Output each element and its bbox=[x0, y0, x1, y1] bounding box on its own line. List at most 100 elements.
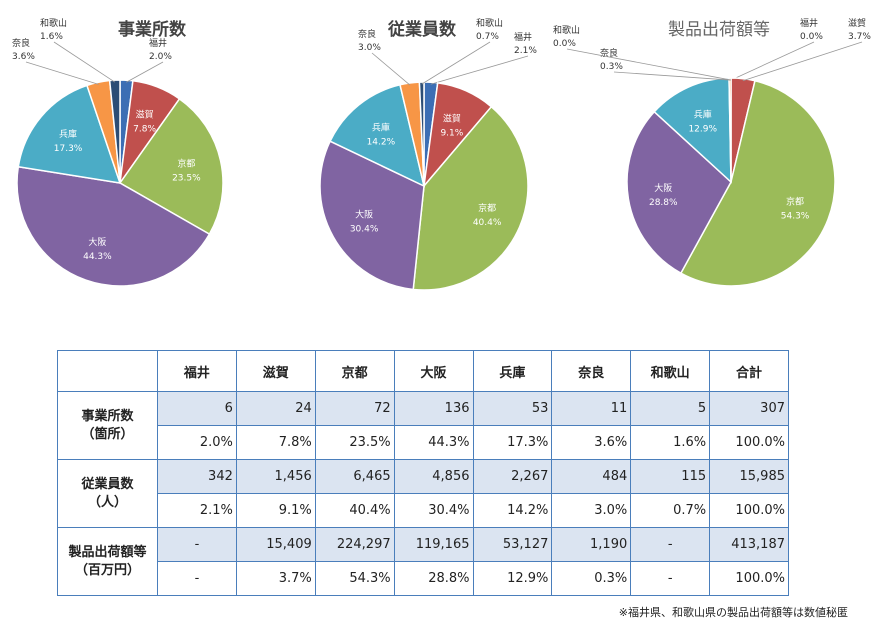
chart-title: 事業所数 bbox=[118, 19, 187, 40]
col-header: 奈良 bbox=[551, 350, 632, 392]
pie-slice-和歌山 bbox=[418, 81, 425, 187]
share-cell: 9.1% bbox=[235, 493, 316, 528]
slice-category-label: 福井 bbox=[149, 37, 167, 49]
share-cell: 100.0% bbox=[709, 561, 789, 596]
slice-value-label: 2.0% bbox=[149, 52, 172, 62]
slice-category-label: 京都 bbox=[177, 157, 195, 169]
slice-value-label: 28.8% bbox=[649, 198, 678, 208]
leader-line bbox=[126, 61, 164, 83]
count-cell: 307 bbox=[709, 391, 789, 426]
col-header: 大阪 bbox=[393, 350, 474, 392]
slice-value-label: 54.3% bbox=[781, 212, 810, 222]
count-cell: 15,409 bbox=[235, 527, 316, 562]
col-header: 福井 bbox=[157, 350, 237, 392]
slice-category-label: 京都 bbox=[478, 202, 496, 214]
count-cell: - bbox=[157, 527, 237, 562]
slice-category-label: 兵庫 bbox=[372, 122, 390, 134]
table-row: 2.1% 9.1% 40.4% 30.4% 14.2% 3.0% 0.7% 100.0% bbox=[58, 493, 789, 528]
pie-slice-大阪 bbox=[319, 140, 425, 291]
share-cell: 2.1% bbox=[157, 493, 237, 528]
row-header-unit: （百万円） bbox=[74, 562, 140, 578]
slice-category-label: 大阪 bbox=[654, 182, 672, 194]
pie-slice-京都 bbox=[412, 105, 529, 291]
count-cell: 15,985 bbox=[709, 459, 789, 494]
slice-value-label: 7.8% bbox=[133, 125, 156, 135]
leader-line bbox=[742, 41, 863, 82]
slice-value-label: 12.9% bbox=[688, 124, 717, 134]
slice-value-label: 3.7% bbox=[848, 32, 871, 42]
slice-category-label: 福井 bbox=[514, 31, 532, 43]
col-header: 合計 bbox=[709, 350, 789, 392]
share-cell: 23.5% bbox=[314, 425, 395, 460]
table-row: 事業所数 （箇所） 6 24 72 136 53 11 5 307 bbox=[57, 391, 789, 460]
slice-value-label: 44.3% bbox=[83, 252, 112, 262]
pie-slice-兵庫 bbox=[653, 77, 732, 184]
slice-category-label: 滋賀 bbox=[443, 112, 461, 124]
slice-value-label: 40.4% bbox=[473, 218, 502, 228]
slice-value-label: 9.1% bbox=[440, 128, 463, 138]
share-cell: 7.8% bbox=[235, 425, 316, 460]
share-cell: 0.7% bbox=[630, 493, 711, 528]
share-cell: 3.0% bbox=[551, 493, 632, 528]
row-header: 従業員数 （人） bbox=[57, 459, 158, 528]
col-header: 京都 bbox=[314, 350, 395, 392]
footnote: ※福井県、和歌山県の製品出荷額等は数値秘匿 bbox=[618, 606, 848, 619]
slice-value-label: 17.3% bbox=[54, 144, 83, 154]
share-cell: 30.4% bbox=[393, 493, 474, 528]
pie-slice-和歌山 bbox=[108, 79, 121, 184]
count-cell: 1,190 bbox=[551, 527, 632, 562]
table-header-row: 福井 滋賀 京都 大阪 兵庫 奈良 和歌山 合計 bbox=[57, 350, 789, 392]
count-cell: 342 bbox=[157, 459, 237, 494]
chart-title: 製品出荷額等 bbox=[668, 20, 770, 40]
slice-category-label: 兵庫 bbox=[694, 108, 712, 120]
count-cell: 72 bbox=[314, 391, 395, 426]
count-cell: 136 bbox=[393, 391, 474, 426]
row-header-unit: （箇所） bbox=[81, 426, 134, 442]
count-cell: 53 bbox=[472, 391, 553, 426]
pie-slice-京都 bbox=[679, 79, 836, 287]
slice-category-label: 奈良 bbox=[12, 37, 30, 49]
slice-category-label: 京都 bbox=[786, 196, 804, 208]
count-cell: 53,127 bbox=[472, 527, 553, 562]
leader-line bbox=[25, 61, 99, 85]
slice-value-label: 0.3% bbox=[600, 62, 623, 72]
count-cell: 224,297 bbox=[314, 527, 395, 562]
count-cell: 4,856 bbox=[393, 459, 474, 494]
chart-title: 従業員数 bbox=[387, 19, 457, 40]
count-cell: 115 bbox=[630, 459, 711, 494]
slice-category-label: 和歌山 bbox=[476, 17, 503, 29]
share-cell: - bbox=[157, 561, 237, 596]
leader-line bbox=[613, 71, 731, 81]
slice-category-label: 兵庫 bbox=[59, 128, 77, 140]
slice-value-label: 14.2% bbox=[367, 138, 396, 148]
slice-category-label: 滋賀 bbox=[848, 17, 866, 29]
share-cell: - bbox=[630, 561, 711, 596]
slice-category-label: 奈良 bbox=[358, 28, 376, 40]
slice-value-label: 0.7% bbox=[476, 32, 499, 42]
count-cell: 6,465 bbox=[314, 459, 395, 494]
leader-line bbox=[730, 41, 815, 81]
share-cell: 1.6% bbox=[630, 425, 711, 460]
count-cell: 2,267 bbox=[472, 459, 553, 494]
slice-value-label: 30.4% bbox=[350, 225, 379, 235]
col-header: 和歌山 bbox=[630, 350, 711, 392]
leader-line bbox=[566, 48, 732, 81]
slice-category-label: 大阪 bbox=[88, 236, 106, 248]
slice-value-label: 1.6% bbox=[40, 32, 63, 42]
slice-value-label: 2.1% bbox=[514, 46, 537, 56]
count-cell: 24 bbox=[235, 391, 316, 426]
pie-slice-兵庫 bbox=[329, 83, 426, 188]
row-header-label: 従業員数 bbox=[81, 476, 134, 492]
share-cell: 0.3% bbox=[551, 561, 632, 596]
row-header: 事業所数 （箇所） bbox=[57, 391, 158, 460]
share-cell: 12.9% bbox=[472, 561, 553, 596]
leader-line bbox=[430, 55, 529, 85]
share-cell: 54.3% bbox=[314, 561, 395, 596]
share-cell: 17.3% bbox=[472, 425, 553, 460]
share-cell: 100.0% bbox=[709, 493, 789, 528]
slice-value-label: 3.0% bbox=[358, 43, 381, 53]
slice-value-label: 3.6% bbox=[12, 52, 35, 62]
share-cell: 28.8% bbox=[393, 561, 474, 596]
row-header-label: 製品出荷額等 bbox=[68, 544, 147, 560]
slice-category-label: 福井 bbox=[800, 17, 818, 29]
